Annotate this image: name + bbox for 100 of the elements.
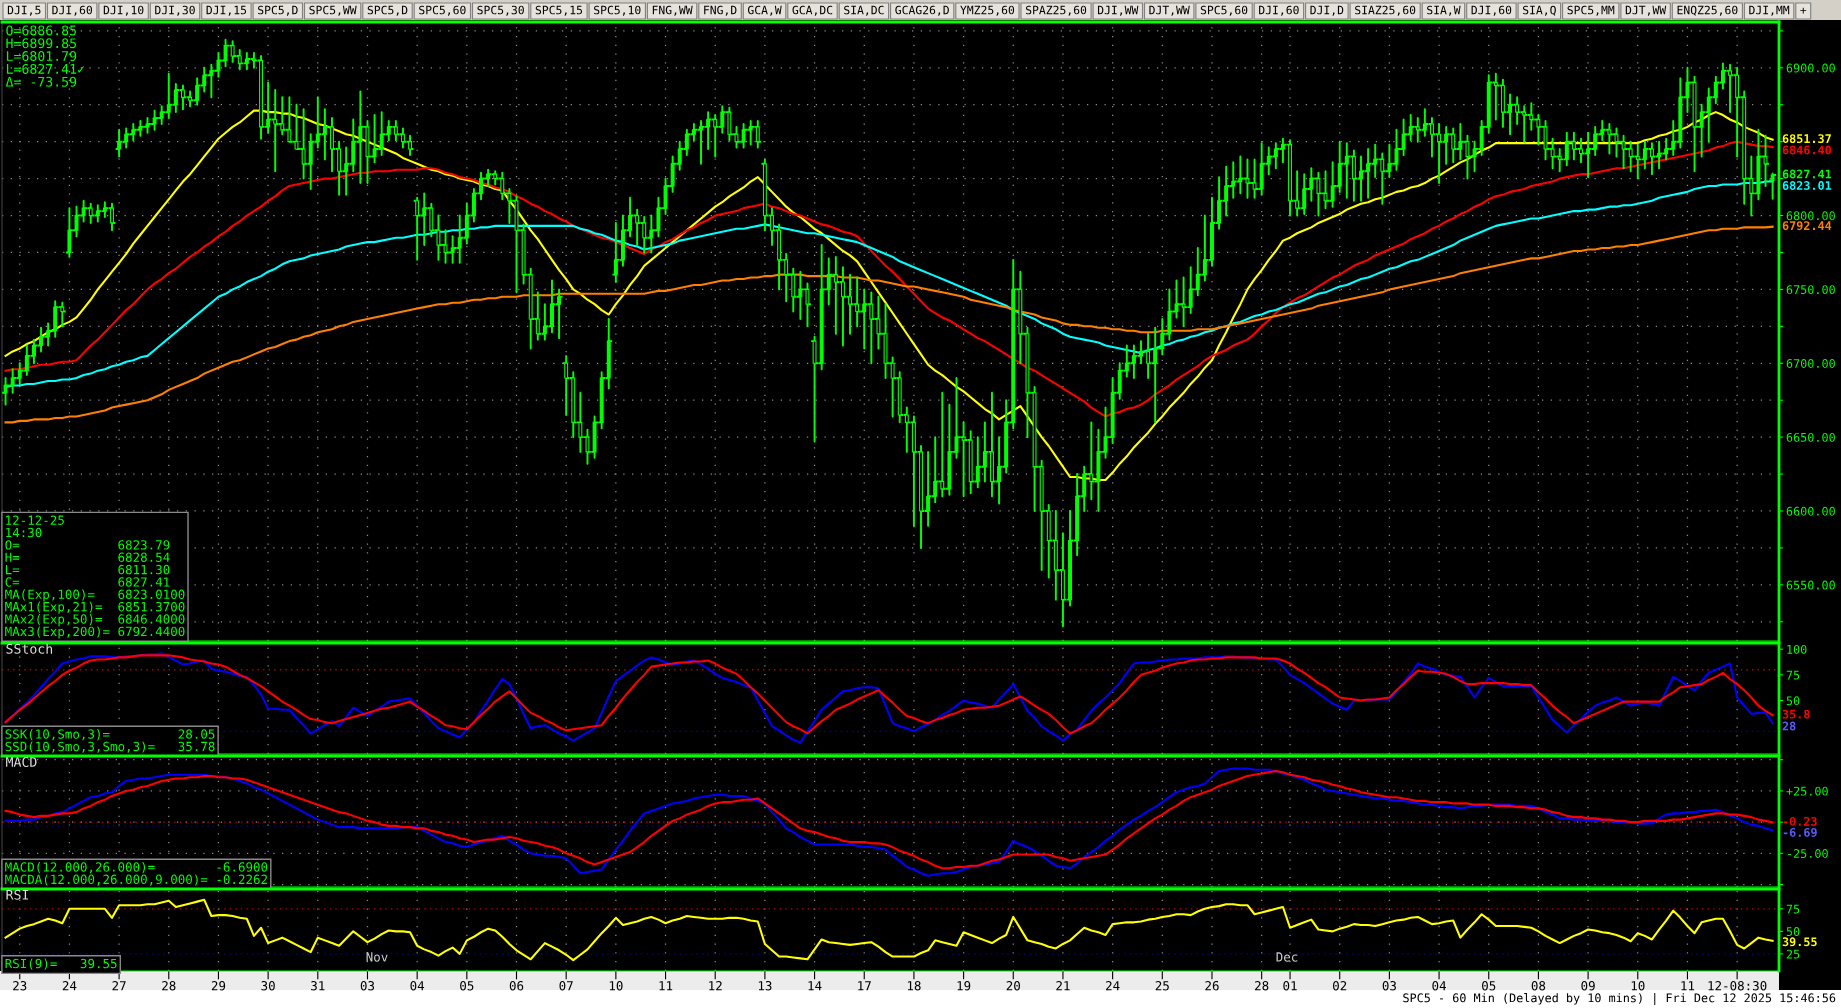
text: SPC5,MM	[1567, 5, 1615, 16]
y-tick-label: 6750.00	[1786, 285, 1835, 295]
text: DJI,5	[7, 5, 41, 16]
x-tick-label: 20	[1006, 981, 1020, 991]
x-tick-label: 31	[311, 981, 325, 991]
x-tick-label: 11	[659, 981, 673, 991]
y-tick-label: 6650.00	[1786, 432, 1835, 442]
chart-title: SStoch	[6, 643, 53, 654]
text: DJI,60	[52, 5, 93, 16]
text: SPAZ25,60	[1025, 5, 1087, 16]
text: SPC5,10	[594, 5, 641, 16]
x-tick-label: 26	[1205, 981, 1219, 991]
x-tick-label: 18	[907, 981, 921, 991]
x-tick-label: 24	[62, 981, 77, 991]
text: FNG,D	[704, 5, 737, 16]
x-tick-label: 11	[1681, 981, 1695, 991]
x-tick-label: 09	[1581, 981, 1595, 991]
text: GCA,DC	[792, 5, 833, 16]
x-tick-label: 21	[1056, 981, 1070, 991]
data-label: -0.23	[1783, 816, 1817, 826]
text: SPC5,D	[258, 5, 298, 16]
text: +	[1800, 7, 1807, 14]
x-tick-label: 30	[261, 981, 275, 991]
text: DJI,WW	[1097, 5, 1139, 16]
text: DJT,WW	[1625, 5, 1667, 16]
y-tick-label: 75	[1786, 670, 1800, 680]
y-tick-label: 75	[1786, 904, 1800, 914]
text: GCA,W	[747, 5, 782, 16]
chart-title: RSI	[6, 889, 29, 900]
y-tick-label: 100	[1787, 644, 1807, 654]
text: DJI,30	[155, 5, 195, 16]
text: DJI,10	[103, 5, 144, 16]
text: SPC5,60	[1200, 5, 1248, 16]
y-tick-label: 6600.00	[1786, 506, 1835, 516]
data-label: 35.8	[1782, 709, 1810, 719]
x-tick-label: 04	[410, 981, 425, 991]
x-tick-label: 05	[1482, 981, 1496, 991]
x-tick-label: 04	[1432, 981, 1446, 991]
x-tick-label: 10	[609, 981, 623, 991]
x-tick-label: 23	[13, 981, 27, 991]
y-tick-label: +25.00	[1786, 786, 1828, 796]
text: SPC5,30	[477, 5, 524, 16]
text: DJI,60	[1259, 5, 1299, 16]
text: SPC5,D	[367, 5, 408, 16]
annotation: Nov	[366, 952, 388, 962]
data-label: 28	[1782, 721, 1796, 731]
x-tick-label: 07	[559, 981, 573, 991]
data-label: 39.55	[1782, 937, 1817, 947]
text: SSK(10,Smo,3)= 28.05 SSD(10,Smo,3,Smo,3)= 35.78	[5, 729, 215, 753]
text: RSI(9)= 39.55	[5, 958, 117, 970]
text: ENQZ25,60	[1677, 5, 1738, 16]
text: DJT,WW	[1149, 5, 1190, 16]
y-tick-label: 6700.00	[1786, 359, 1835, 368]
x-tick-label: 01	[1283, 981, 1297, 991]
x-tick-label: 19	[957, 981, 971, 991]
x-tick-label: 12-08:30	[1708, 981, 1767, 991]
text: SPC5,WW	[309, 5, 357, 16]
chart-title: MACD	[6, 756, 37, 767]
text: 12-12-25 14:30 O= 6823.79 H= 6828.54 L= 6811.30 C= 6827.41 MA(Exp,100)= 6823.0100 MAx1(Exp,21)= 6851.3700 MAx2(Exp,50)= 6846.4000 MAx3(Exp,200)= 6792.4400	[5, 515, 185, 639]
text: MACD(12.000,26.000)= -6.6900 MACDA(12.000,26.000,9.000)= -0.2262	[5, 862, 268, 886]
data-label: 6846.40	[1782, 145, 1832, 155]
data-label: -6.69	[1783, 827, 1817, 837]
y-tick-label: 25	[1786, 949, 1800, 959]
text: SIA,Q	[1522, 5, 1556, 16]
x-tick-label: 28	[162, 981, 176, 991]
x-tick-label: 25	[1155, 981, 1169, 991]
y-tick-label: -25.00	[1788, 849, 1828, 858]
x-tick-label: 27	[112, 981, 126, 991]
x-tick-label: 13	[758, 981, 772, 991]
text: SPC5,60	[419, 5, 466, 16]
y-tick-label: 6900.00	[1786, 63, 1835, 73]
text: FNG,WW	[652, 5, 693, 16]
text: SPC5,15	[535, 5, 583, 16]
annotation: Dec	[1276, 952, 1298, 962]
text: 6827.41	[1782, 169, 1832, 179]
y-tick-label: 50	[1786, 696, 1800, 706]
x-tick-label: 02	[1333, 981, 1347, 991]
text: DJI,D	[1310, 5, 1344, 16]
x-tick-label: 06	[509, 981, 524, 991]
x-tick-label: 10	[1631, 981, 1645, 991]
x-tick-label: 12	[709, 981, 722, 991]
text: YMZ25,60	[960, 5, 1015, 16]
x-tick-label: 24	[1106, 981, 1120, 991]
x-tick-label: 17	[858, 981, 871, 991]
text: SIAZ25,60	[1355, 5, 1416, 16]
y-tick-label: 50	[1786, 927, 1800, 937]
data-label: 6823.01	[1782, 181, 1832, 190]
data-label: 6851.37	[1782, 134, 1831, 144]
text: DJI,15	[206, 5, 247, 16]
x-tick-label: 14	[808, 981, 822, 991]
data-label: 6792.44	[1782, 221, 1832, 231]
x-tick-label: 05	[460, 981, 474, 991]
x-tick-label: 08	[1531, 981, 1546, 991]
text: GCAG26,D	[895, 5, 949, 16]
text: DJI,MM	[1749, 5, 1790, 16]
x-tick-label: 03	[360, 981, 375, 991]
y-tick-label: 6800.00	[1786, 211, 1835, 221]
text: SPC5 - 60 Min (Delayed by 10 mins) | Fri Dec 12 2025 15:46:56	[1403, 993, 1836, 1005]
x-tick-label: 28	[1255, 981, 1269, 991]
x-tick-label: 29	[211, 981, 226, 991]
